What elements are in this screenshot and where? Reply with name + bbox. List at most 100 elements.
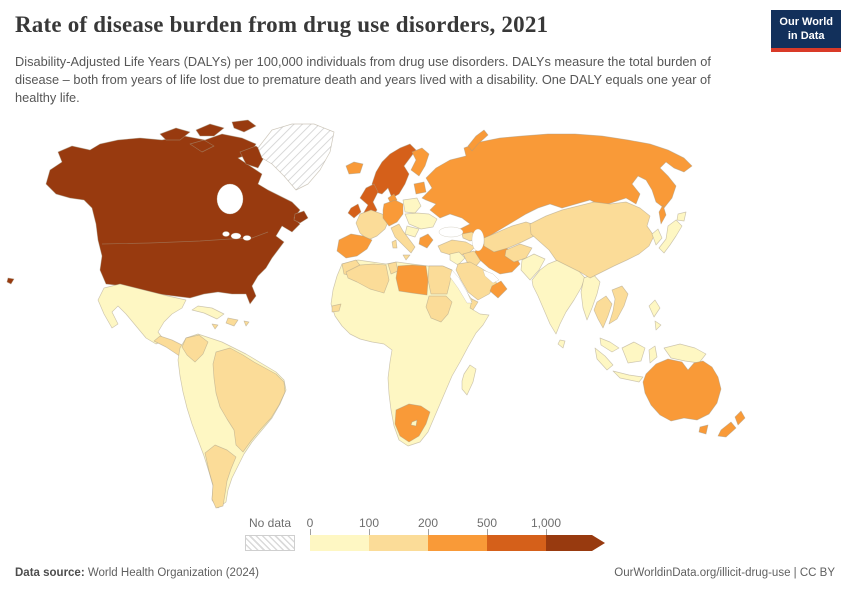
- region-balkans[interactable]: [404, 225, 420, 238]
- world-map: [0, 112, 850, 512]
- hudson-bay: [216, 183, 244, 215]
- legend-tick-label: 200: [417, 516, 439, 530]
- legend-tick-label: 500: [476, 516, 498, 530]
- region-australia[interactable]: [642, 358, 722, 422]
- region-sumatra[interactable]: [594, 347, 614, 371]
- legend-bin-200-500[interactable]: [428, 535, 487, 551]
- region-sri-lanka[interactable]: [557, 339, 566, 349]
- region-java[interactable]: [612, 370, 644, 383]
- region-france[interactable]: [355, 209, 390, 241]
- region-china-mongolia[interactable]: [529, 201, 655, 279]
- region-senegal[interactable]: [331, 303, 342, 313]
- region-sudan[interactable]: [425, 295, 453, 323]
- region-colombia[interactable]: [181, 334, 209, 363]
- footer-right: OurWorldinData.org/illicit-drug-use | CC…: [614, 567, 835, 579]
- region-hokkaido[interactable]: [676, 211, 687, 222]
- caspian-sea: [471, 228, 485, 252]
- legend-tick: [428, 529, 429, 535]
- region-central-europe[interactable]: [382, 199, 404, 227]
- region-sardinia[interactable]: [391, 239, 398, 249]
- region-india[interactable]: [531, 259, 586, 335]
- region-iceland[interactable]: [345, 161, 364, 175]
- black-sea: [438, 226, 464, 238]
- region-finland[interactable]: [410, 147, 430, 177]
- red-sea: [449, 269, 473, 304]
- region-egypt[interactable]: [427, 265, 453, 295]
- region-novaya-zemlya[interactable]: [467, 129, 489, 152]
- legend-arrow: [592, 535, 605, 551]
- region-greece[interactable]: [418, 233, 434, 249]
- region-oman-uae[interactable]: [489, 280, 508, 299]
- owid-logo[interactable]: Our World in Data: [771, 10, 841, 52]
- region-hawaii[interactable]: [6, 277, 15, 285]
- region-myanmar-bangladesh[interactable]: [580, 273, 601, 321]
- region-baltics[interactable]: [413, 181, 427, 195]
- region-sicily[interactable]: [402, 254, 411, 261]
- us-canada-border: [101, 231, 269, 245]
- region-cuba[interactable]: [191, 305, 225, 320]
- region-tasmania[interactable]: [698, 424, 709, 435]
- legend-no-data-label: No data: [248, 516, 292, 530]
- choropleth-svg: [6, 119, 746, 509]
- page-title: Rate of disease burden from drug use dis…: [15, 12, 549, 37]
- region-new-zealand-north[interactable]: [734, 410, 746, 426]
- region-greenland[interactable]: [257, 123, 335, 191]
- region-norway-sweden[interactable]: [371, 143, 417, 199]
- region-thailand[interactable]: [593, 295, 613, 329]
- legend-color-bar: 0 100 200 500 1,000: [307, 516, 630, 554]
- region-iberia[interactable]: [336, 233, 373, 259]
- region-new-zealand-south[interactable]: [717, 421, 737, 438]
- legend-tick: [310, 529, 311, 535]
- legend-no-data-swatch[interactable]: [245, 535, 295, 551]
- region-hispaniola[interactable]: [225, 317, 239, 327]
- region-poland[interactable]: [402, 197, 422, 214]
- legend-tick-label: 1,000: [530, 516, 562, 530]
- region-canadian-arctic[interactable]: [195, 123, 225, 137]
- region-philippines[interactable]: [648, 299, 661, 318]
- region-canadian-arctic[interactable]: [159, 127, 191, 141]
- region-italy[interactable]: [390, 223, 416, 254]
- region-korea[interactable]: [651, 228, 663, 246]
- region-east-central-europe[interactable]: [404, 212, 438, 230]
- persian-gulf: [482, 269, 500, 284]
- region-jamaica[interactable]: [211, 323, 219, 330]
- legend-tick-label: 100: [358, 516, 380, 530]
- region-pakistan[interactable]: [520, 253, 546, 281]
- license-label: | CC BY: [793, 567, 835, 579]
- region-canadian-arctic[interactable]: [189, 139, 215, 153]
- owid-url-link[interactable]: OurWorldinData.org/illicit-drug-use: [614, 567, 791, 579]
- legend-bin-1000-plus[interactable]: [546, 535, 592, 551]
- region-argentina-chile[interactable]: [204, 444, 237, 509]
- region-philippines-south[interactable]: [654, 320, 662, 331]
- region-japan[interactable]: [658, 219, 683, 254]
- region-levant[interactable]: [449, 251, 466, 266]
- legend-bin-500-1000[interactable]: [487, 535, 546, 551]
- legend-bin-0-100[interactable]: [310, 535, 369, 551]
- region-canadian-arctic[interactable]: [231, 119, 257, 133]
- great-lakes: [242, 235, 252, 241]
- legend-bin-100-200[interactable]: [369, 535, 428, 551]
- region-madagascar[interactable]: [461, 364, 477, 396]
- region-brazil[interactable]: [212, 347, 286, 453]
- region-indochina[interactable]: [608, 285, 629, 325]
- region-puerto-rico[interactable]: [243, 320, 250, 327]
- data-source: Data source: World Health Organization (…: [15, 567, 259, 579]
- region-ireland[interactable]: [347, 203, 362, 219]
- legend-tick: [369, 529, 370, 535]
- region-sakhalin[interactable]: [658, 204, 667, 225]
- region-borneo[interactable]: [621, 341, 646, 364]
- region-malaysia[interactable]: [599, 337, 620, 353]
- region-united-kingdom[interactable]: [359, 183, 379, 219]
- region-newfoundland[interactable]: [293, 210, 309, 224]
- region-saudi-arabia[interactable]: [455, 261, 498, 301]
- data-source-value: World Health Organization (2024): [87, 567, 259, 579]
- region-sulawesi[interactable]: [648, 345, 658, 364]
- data-source-label: Data source:: [15, 567, 85, 579]
- region-new-guinea[interactable]: [663, 343, 707, 364]
- region-libya[interactable]: [395, 264, 429, 296]
- region-lesotho[interactable]: [410, 419, 418, 427]
- region-algeria[interactable]: [345, 263, 390, 294]
- chart-subtitle: Disability-Adjusted Life Years (DALYs) p…: [15, 54, 711, 105]
- great-lakes: [222, 231, 230, 237]
- region-turkey[interactable]: [437, 239, 476, 257]
